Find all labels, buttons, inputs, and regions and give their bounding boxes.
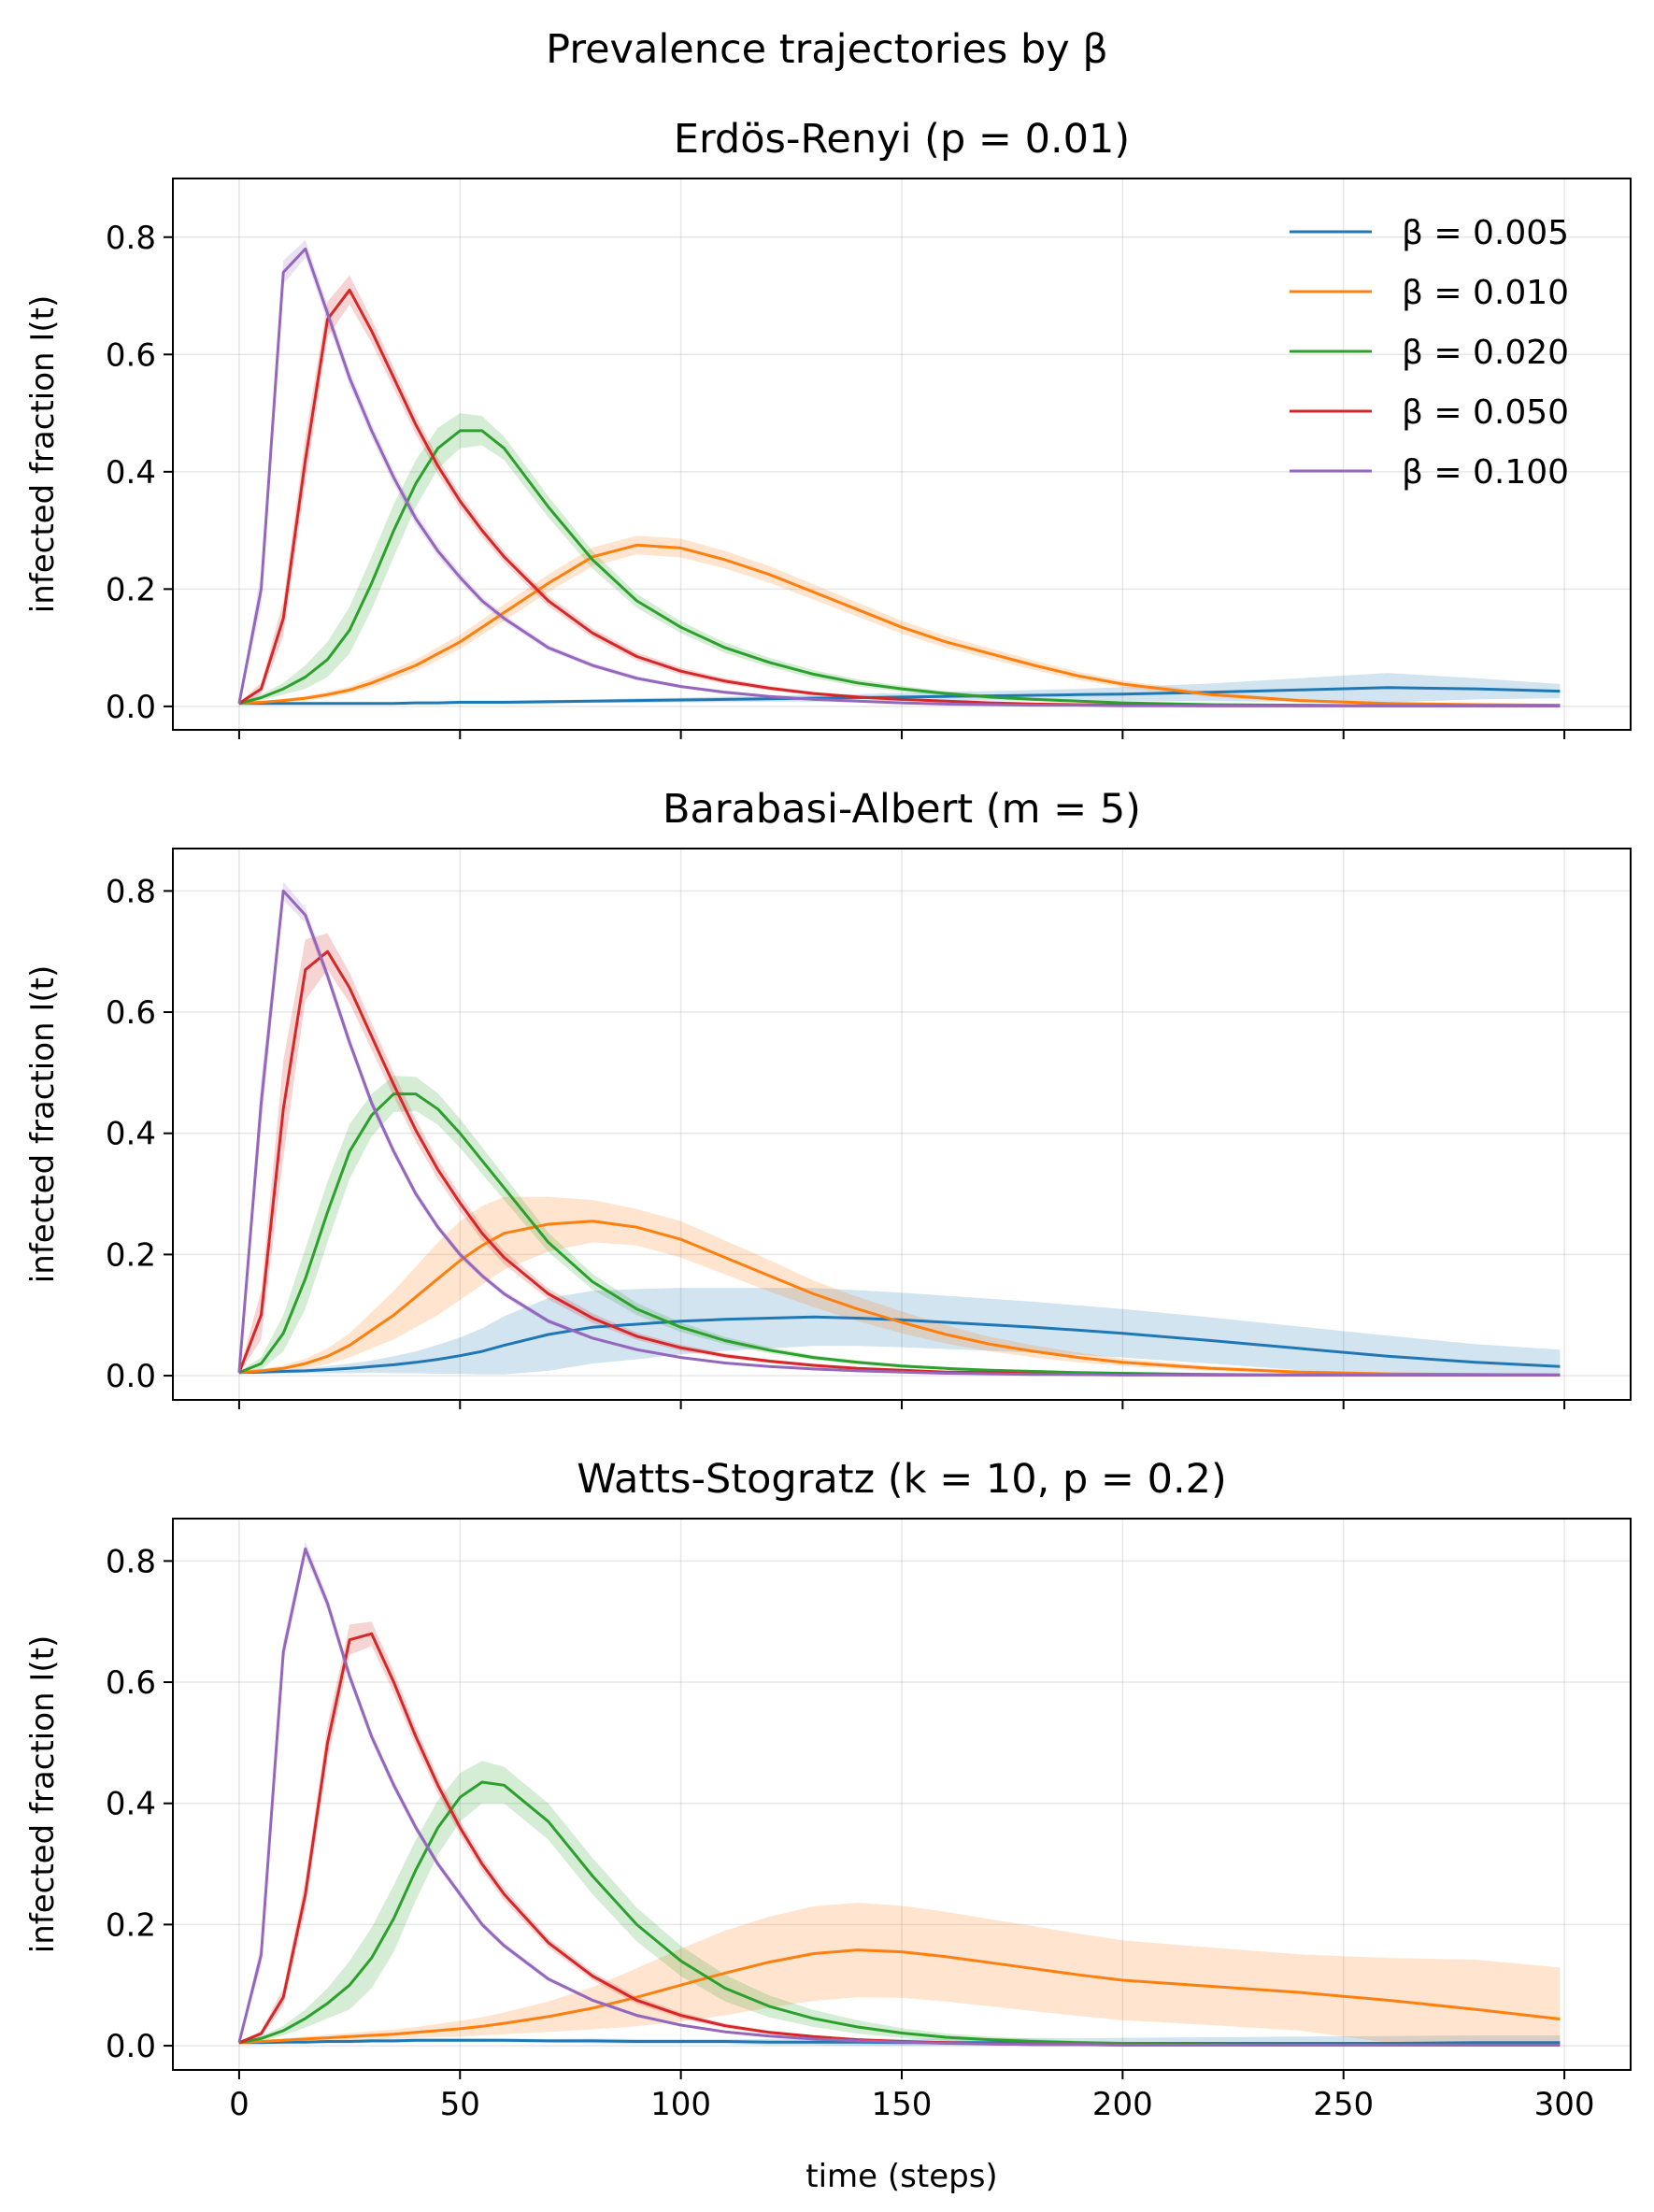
legend: β = 0.005 β = 0.010 β = 0.020 β = 0.050 β = … — [1290, 214, 1569, 492]
y-tick-label: 0.4 — [106, 1116, 156, 1153]
series-band — [238, 1288, 1561, 1377]
y-axis-label: infected fraction I(t) — [24, 965, 62, 1284]
series-band — [238, 1196, 1561, 1377]
y-tick-label: 0.8 — [106, 1543, 156, 1580]
series-line — [237, 889, 1561, 1377]
x-tick-label: 250 — [1313, 2086, 1374, 2123]
series-line — [238, 1220, 1561, 1377]
series-line — [238, 1315, 1561, 1375]
series-band — [238, 535, 1561, 706]
y-tick-label: 0.6 — [106, 1664, 156, 1702]
y-tick-label: 0.6 — [106, 336, 156, 374]
legend-label: β = 0.020 — [1402, 334, 1569, 372]
x-tick-label: 200 — [1092, 2086, 1153, 2123]
x-tick-label: 0 — [229, 2086, 250, 2123]
x-tick-label: 300 — [1534, 2086, 1595, 2123]
series-band — [238, 275, 1561, 706]
series-line — [238, 1948, 1561, 2045]
series-line — [238, 686, 1561, 706]
series-band — [238, 239, 1561, 706]
y-tick-label: 0.0 — [106, 689, 156, 726]
y-tick-label: 0.4 — [106, 1786, 156, 1823]
series-band — [238, 1076, 1561, 1377]
y-tick-label: 0.0 — [106, 1358, 156, 1395]
series-band — [238, 1903, 1561, 2047]
series-band — [238, 1761, 1561, 2047]
panel-barabasi-albert: Barabasi-Albert (m = 5) 0.00.20.40.60.8 … — [24, 786, 1632, 1409]
y-tick-label: 0.2 — [106, 1236, 156, 1274]
plot-area: 0.0 0.2 0.4 0.6 0.8 — [106, 178, 1632, 739]
plot-area: 0.0 0.2 0.4 0.6 0.8 — [106, 848, 1632, 1409]
x-tick-label: 50 — [440, 2086, 480, 2123]
legend-label: β = 0.010 — [1402, 274, 1569, 312]
series-line — [238, 543, 1561, 707]
series-line — [237, 247, 1561, 707]
y-tick-label: 0.8 — [106, 220, 156, 257]
series-line — [238, 1780, 1561, 2047]
plot-area: 0 50 100 150 200 250 300 0.0 0.2 0.4 0.6 0.8 — [106, 1518, 1632, 2123]
y-axis-label: infected fraction I(t) — [24, 295, 62, 614]
x-tick-label: 150 — [872, 2086, 933, 2123]
y-tick-label: 0.2 — [106, 1906, 156, 1944]
y-tick-label: 0.8 — [106, 873, 156, 910]
series-line — [237, 1547, 1561, 2047]
panel-title: Watts-Stogratz (k = 10, p = 0.2) — [577, 1456, 1227, 1503]
y-tick-label: 0.4 — [106, 454, 156, 492]
y-tick-label: 0.2 — [106, 571, 156, 608]
y-axis-label: infected fraction I(t) — [24, 1635, 62, 1954]
x-axis-label: time (steps) — [806, 2158, 997, 2195]
legend-label: β = 0.005 — [1402, 214, 1569, 252]
figure-suptitle: Prevalence trajectories by β — [546, 26, 1108, 73]
x-tick-label: 100 — [650, 2086, 711, 2123]
panel-watts-strogatz: Watts-Stogratz (k = 10, p = 0.2) 0 50 100 1… — [24, 1456, 1632, 2123]
panel-title: Barabasi-Albert (m = 5) — [663, 786, 1141, 833]
y-tick-label: 0.6 — [106, 994, 156, 1032]
legend-label: β = 0.100 — [1402, 453, 1569, 492]
panel-title: Erdös-Renyi (p = 0.01) — [674, 116, 1130, 163]
series-line — [238, 429, 1561, 707]
y-tick-label: 0.0 — [106, 2028, 156, 2065]
legend-label: β = 0.050 — [1402, 393, 1569, 432]
panel-erdos-renyi: Erdös-Renyi (p = 0.01) 0.0 0.2 0.4 0.6 0.8 i… — [24, 116, 1632, 739]
